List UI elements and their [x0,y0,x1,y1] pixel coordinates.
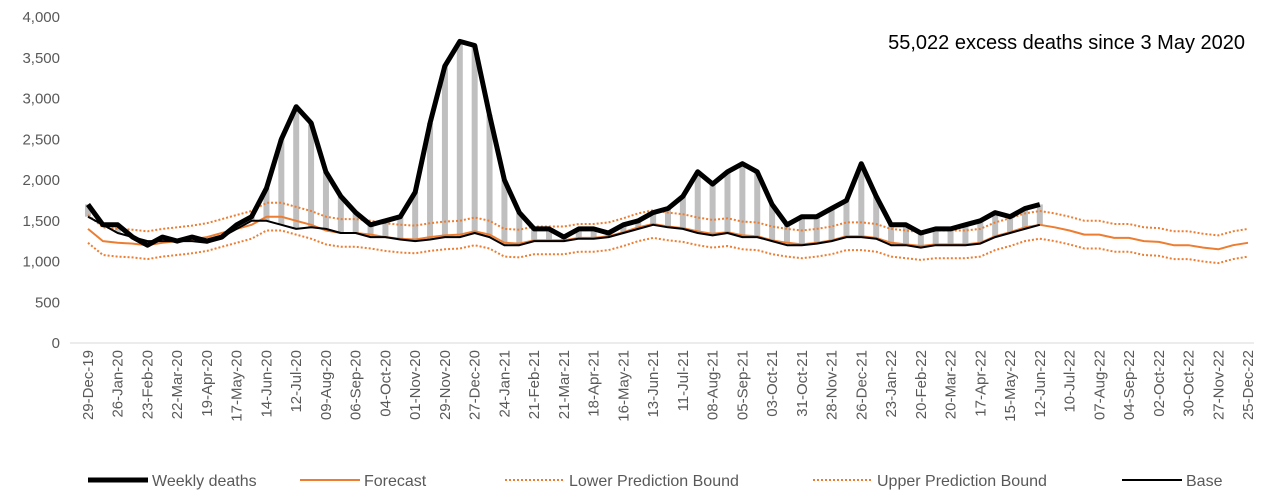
x-tick-label: 15-May-22 [1002,350,1019,422]
x-tick-label: 09-Aug-20 [318,350,335,420]
x-tick-label: 05-Sep-21 [734,350,751,420]
x-tick-label: 08-Aug-21 [705,350,722,420]
x-tick-label: 06-Sep-20 [348,350,365,420]
x-tick-label: 20-Mar-22 [943,350,960,419]
y-tick-label: 500 [35,294,60,311]
y-tick-label: 4,000 [22,9,60,26]
x-tick-label: 11-Jul-21 [675,350,692,411]
x-tick-label: 31-Oct-21 [794,350,811,417]
x-tick-label: 07-Aug-22 [1091,350,1108,420]
x-tick-label: 19-Apr-20 [199,350,216,417]
x-tick-label: 23-Jan-22 [883,350,900,418]
x-tick-label: 14-Jun-20 [258,350,275,418]
y-tick-label: 2,000 [22,172,60,189]
x-tick-label: 16-May-21 [615,350,632,422]
x-tick-label: 10-Jul-22 [1062,350,1079,413]
y-tick-label: 1,500 [22,213,60,230]
x-tick-label: 17-May-20 [229,350,246,422]
x-tick-label: 20-Feb-22 [913,350,930,419]
series-line [85,38,1041,248]
x-tick-label: 25-Dec-22 [1240,350,1257,420]
legend-label: Weekly deaths [152,473,257,490]
y-tick-label: 3,000 [22,91,60,108]
x-tick-label: 24-Jan-21 [496,350,513,418]
x-tick-label: 21-Mar-21 [556,350,573,419]
x-tick-label: 27-Nov-22 [1210,350,1227,420]
y-tick-label: 1,000 [22,254,60,271]
legend-label: Lower Prediction Bound [569,473,739,490]
x-tick-label: 23-Feb-20 [139,350,156,419]
x-tick-label: 17-Apr-22 [972,350,989,417]
y-tick-label: 2,500 [22,131,60,148]
x-tick-label: 21-Feb-21 [526,350,543,419]
x-tick-label: 18-Apr-21 [586,350,603,417]
series-line [87,215,1041,249]
y-tick-label: 0 [52,335,60,352]
x-tick-label: 04-Oct-20 [377,350,394,417]
annotation: 55,022 excess deaths since 3 May 2020 [888,32,1245,54]
x-tick-label: 28-Nov-21 [824,350,841,420]
x-tick-label: 03-Oct-21 [764,350,781,417]
x-tick-label: 29-Nov-20 [437,350,454,420]
legend-label: Forecast [364,473,427,490]
x-tick-label: 27-Dec-20 [467,350,484,420]
x-tick-label: 02-Oct-22 [1151,350,1168,417]
x-tick-label: 04-Sep-22 [1121,350,1138,420]
series-line [87,201,1249,237]
x-tick-label: 30-Oct-22 [1181,350,1198,417]
legend-label: Upper Prediction Bound [877,473,1047,490]
y-tick-label: 3,500 [22,50,60,67]
x-tick-label: 26-Jan-20 [110,350,127,418]
x-tick-label: 01-Nov-20 [407,350,424,420]
x-tick-label: 29-Dec-19 [80,350,97,420]
x-tick-label: 13-Jun-21 [645,350,662,418]
x-tick-label: 12-Jul-20 [288,350,305,413]
x-tick-label: 26-Dec-21 [853,350,870,420]
legend-label: Base [1186,473,1223,490]
x-tick-label: 22-Mar-20 [169,350,186,419]
series-line [87,229,1249,265]
x-tick-label: 12-Jun-22 [1032,350,1049,418]
